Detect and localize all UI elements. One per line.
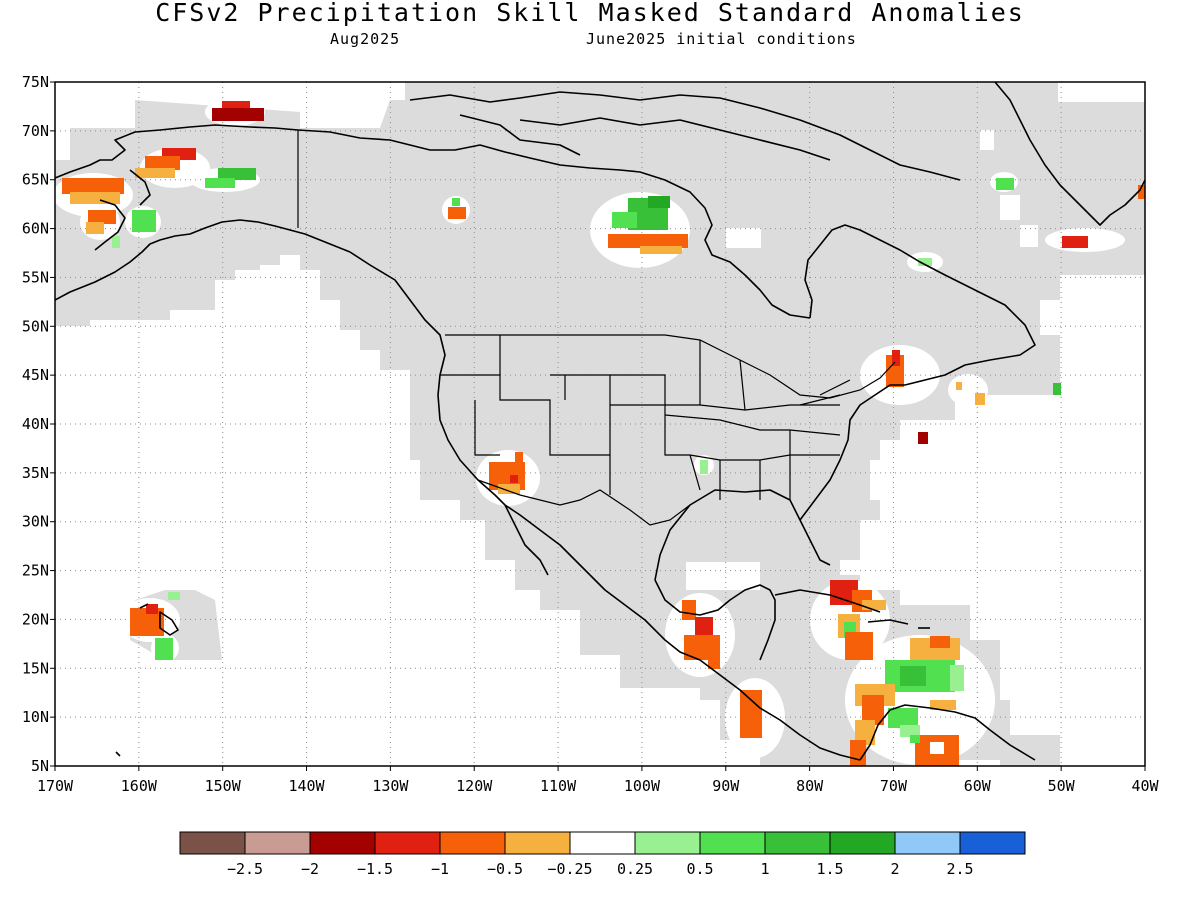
lon-label: 160W: [121, 777, 158, 795]
colorbar-label: −1: [431, 860, 449, 878]
lon-label: 90W: [712, 777, 740, 795]
colorbar-label: 1: [760, 860, 769, 878]
colorbar-label: −2: [301, 860, 319, 878]
political-borders: [297, 130, 896, 526]
lon-label: 50W: [1048, 777, 1076, 795]
colorbar-swatch: [244, 831, 311, 855]
colorbar-label: 2: [890, 860, 899, 878]
lat-label: 5N: [31, 757, 49, 775]
lat-label: 30N: [22, 513, 49, 531]
lon-label: 150W: [205, 777, 242, 795]
lat-label: 55N: [22, 268, 49, 286]
colorbar-swatch: [439, 831, 506, 855]
colorbar-swatch: [634, 831, 701, 855]
map-title: CFSv2 Precipitation Skill Masked Standar…: [155, 0, 1025, 27]
initial-conditions-label: June2025 initial conditions: [586, 30, 857, 48]
colorbar-swatch: [894, 831, 961, 855]
colorbar-label: 1.5: [816, 860, 843, 878]
longitude-labels: 170W 160W 150W 140W 130W 120W 110W 100W 90W 80W 70…: [37, 766, 1160, 795]
colorbar-label: −0.5: [487, 860, 523, 878]
lat-label: 40N: [22, 415, 49, 433]
colorbar-swatch: [829, 831, 896, 855]
colorbar-label: 0.5: [686, 860, 713, 878]
colorbar-swatch: [309, 831, 376, 855]
lon-label: 110W: [540, 777, 577, 795]
colorbar-swatch: [959, 831, 1026, 855]
lat-label: 50N: [22, 317, 49, 335]
lat-label: 25N: [22, 562, 49, 580]
colorbar-label: 0.25: [617, 860, 653, 878]
lat-label: 10N: [22, 708, 49, 726]
lat-label: 20N: [22, 610, 49, 628]
anomaly-patches: [62, 101, 1145, 766]
colorbar-swatch: [179, 831, 246, 855]
lon-label: 70W: [880, 777, 908, 795]
colorbar-label: −2.5: [227, 860, 263, 878]
lat-label: 65N: [22, 171, 49, 189]
lat-label: 60N: [22, 220, 49, 238]
lon-label: 80W: [796, 777, 824, 795]
lon-label: 140W: [288, 777, 325, 795]
latitude-labels: 75N 70N 65N 60N 55N 50N 45N 40N 35N 30N 25N 20N 15N 1…: [22, 73, 55, 775]
colorbar-swatch: [374, 831, 441, 855]
lon-label: 130W: [372, 777, 409, 795]
graticule: [55, 82, 1145, 766]
colorbar-swatch: [699, 831, 766, 855]
lon-label: 60W: [964, 777, 992, 795]
lat-label: 45N: [22, 366, 49, 384]
lon-label: 120W: [456, 777, 493, 795]
lat-label: 35N: [22, 464, 49, 482]
colorbar-label: −1.5: [357, 860, 393, 878]
colorbar-labels: −2.5 −2 −1.5 −1 −0.5 −0.25 0.25 0.5 1 1.5 2 2.5: [227, 860, 974, 878]
colorbar-label: 2.5: [946, 860, 973, 878]
lat-label: 70N: [22, 122, 49, 140]
lat-label: 75N: [22, 73, 49, 91]
colorbar-swatch: [764, 831, 831, 855]
lat-label: 15N: [22, 659, 49, 677]
colorbar-swatch: [504, 831, 571, 855]
colorbar: [179, 831, 1026, 855]
lon-label: 170W: [37, 777, 74, 795]
lon-label: 40W: [1131, 777, 1159, 795]
lon-label: 100W: [624, 777, 661, 795]
valid-month-label: Aug2025: [330, 30, 401, 48]
colorbar-swatch: [569, 831, 636, 855]
colorbar-label: −0.25: [547, 860, 592, 878]
